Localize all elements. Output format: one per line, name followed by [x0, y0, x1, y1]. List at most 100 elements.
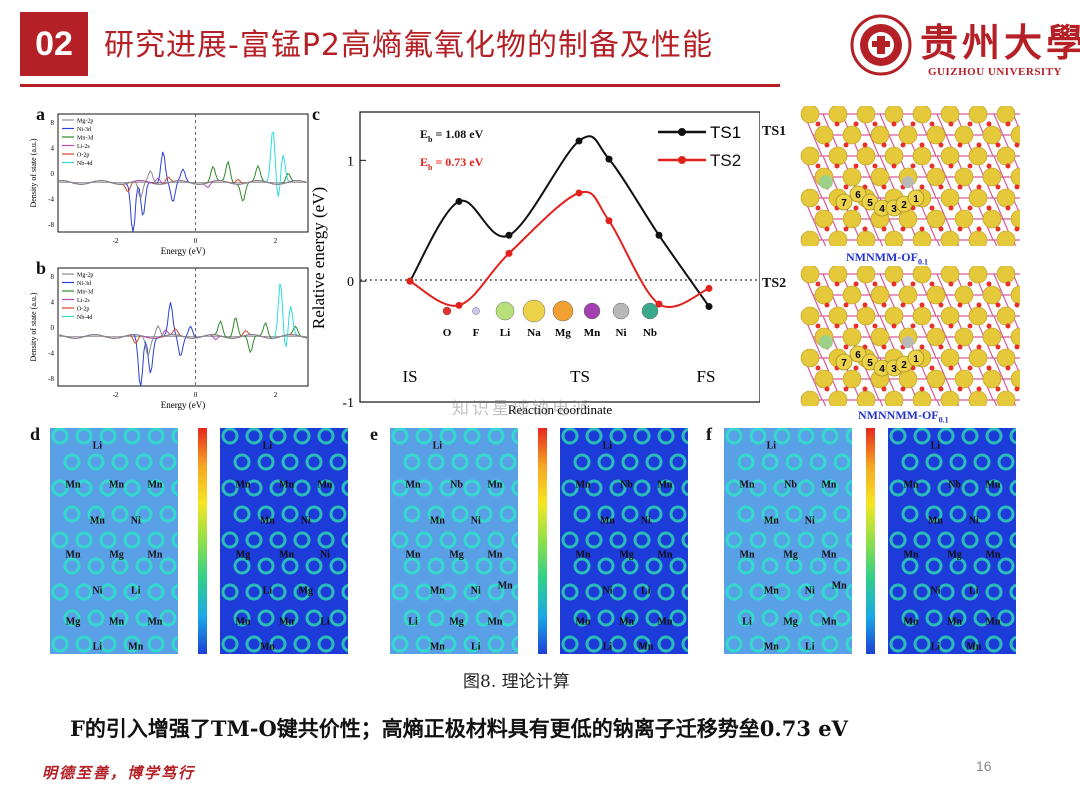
map-atom-label: Mn [763, 585, 779, 597]
university-seal-icon [850, 14, 912, 76]
energy-y-tick: 1 [347, 154, 354, 169]
na-atom [898, 209, 918, 229]
map-atom-label: Nb [620, 479, 633, 490]
map-atom-label: Mg [235, 549, 251, 561]
na-atom [912, 146, 932, 166]
atom-label-ni: Ni [616, 327, 627, 339]
map-atom-label: Mn [429, 515, 445, 527]
dos-legend-entry: Mn-3d [77, 136, 93, 142]
na-atom [856, 106, 876, 124]
map-atom-label: Mn [657, 549, 673, 561]
data-point-ts1 [455, 197, 463, 205]
map-atom-label: Nb [784, 479, 797, 490]
na-atom [884, 106, 904, 124]
atom-swatch-nb [641, 302, 659, 320]
map-atom-label: Mg [947, 549, 962, 561]
dos-y-label: Density of state (a.u.) [29, 138, 38, 207]
map-atom-label: Ni [470, 585, 481, 597]
stage-label-is: IS [402, 367, 417, 386]
data-point-ts2 [455, 301, 463, 309]
na-atom [884, 390, 904, 406]
atom-legend: O F Li Na Mg Mn Ni Nb [442, 299, 659, 339]
dos-y-label: Density of state (a.u.) [29, 292, 38, 361]
na-atom [996, 348, 1016, 368]
map-atom-label: Mn [89, 515, 105, 527]
map-atom-label: Mn [739, 479, 755, 490]
conclusion-text: F的引入增强了TM-O键共价性；高熵正极材料具有更低的钠离子迁移势垒0.73 e… [70, 716, 848, 741]
map-atom-label: Li [602, 641, 613, 653]
dos-legend-entry: Ni-3d [77, 281, 91, 287]
map-atom-label: Ni [92, 585, 103, 597]
na-atom [996, 188, 1016, 208]
migration-site-number: 1 [913, 194, 919, 205]
title-underline [20, 84, 780, 87]
na-atom [940, 106, 960, 124]
panel-label-d: d [30, 424, 41, 444]
na-atom [954, 285, 974, 305]
map-atom-label: Li [131, 585, 141, 597]
map-atom-label: Li [805, 641, 815, 653]
map-atom-label: Mn [739, 549, 755, 561]
na-atom [814, 369, 834, 389]
dos-x-tick: 0 [194, 391, 198, 399]
map-atom-label: Li [432, 440, 443, 452]
na-atom [926, 125, 946, 145]
map-atom-label: Li [471, 641, 481, 653]
dos-curve [57, 325, 309, 356]
dos-legend-entry: Mg-2p [77, 119, 93, 125]
map-atom-label: Mn [985, 616, 1001, 628]
na-atom [842, 327, 862, 347]
map-atom-label: Li [602, 440, 613, 452]
na-atom [814, 125, 834, 145]
migration-site-number: 2 [901, 200, 907, 211]
atom-label-f: F [473, 327, 480, 339]
map-atom-label: Mn [927, 515, 943, 527]
map-atom-label: Mg [619, 549, 634, 561]
map-atom-label: Mn [487, 616, 503, 628]
na-atom [968, 106, 988, 124]
ni-atom [902, 336, 914, 348]
panel-label-e: e [370, 424, 378, 444]
na-atom [800, 306, 820, 326]
map-atom-label: Mg [65, 616, 81, 628]
dos-y-tick: 4 [51, 299, 55, 307]
map-atom-label: Mn [487, 479, 503, 490]
university-name-cn: 贵州大學 [920, 20, 1080, 65]
university-name-en: GUIZHOU UNIVERSITY [928, 66, 1062, 78]
na-atom [954, 125, 974, 145]
map-atom-label: Mn [109, 616, 125, 628]
na-atom [842, 167, 862, 187]
map-atom-label: Mn [575, 479, 591, 490]
panel-label-a: a [36, 104, 45, 124]
data-point-ts1 [605, 155, 613, 163]
atom-label-o: O [443, 327, 452, 339]
na-atom [1010, 167, 1020, 187]
map-atom-label: Mn [128, 641, 144, 653]
migration-site-number: 1 [913, 354, 919, 365]
na-atom [828, 106, 848, 124]
data-point-ts1 [575, 137, 583, 145]
na-atom [968, 306, 988, 326]
map-atom-label: Mn [966, 641, 982, 653]
migration-site [907, 189, 925, 207]
na-atom [884, 146, 904, 166]
na-atom [982, 209, 1002, 229]
map-atom-label: Mn [763, 515, 779, 527]
map-atom-label: Ni [602, 585, 613, 597]
map-atom-label: Mn [429, 641, 445, 653]
university-motto: 明德至善，博学笃行 [42, 764, 196, 782]
dos-legend: Mg-2p Ni-3d Mn-3d Li-2s O-2p Nb-4d [62, 119, 93, 167]
atom-swatch-f [472, 307, 480, 315]
data-point-ts1 [705, 303, 713, 311]
map-atom-label: Mn [985, 479, 1001, 490]
na-atom [954, 167, 974, 187]
map-atom-label: Li [930, 440, 941, 452]
map-atom-label: Nb [948, 479, 961, 490]
migration-site [907, 349, 925, 367]
na-atom [926, 167, 946, 187]
map-atom-label: Li [262, 585, 273, 597]
page-number: 16 [976, 758, 992, 774]
atom-swatch-o [442, 306, 452, 316]
na-atom [856, 390, 876, 406]
